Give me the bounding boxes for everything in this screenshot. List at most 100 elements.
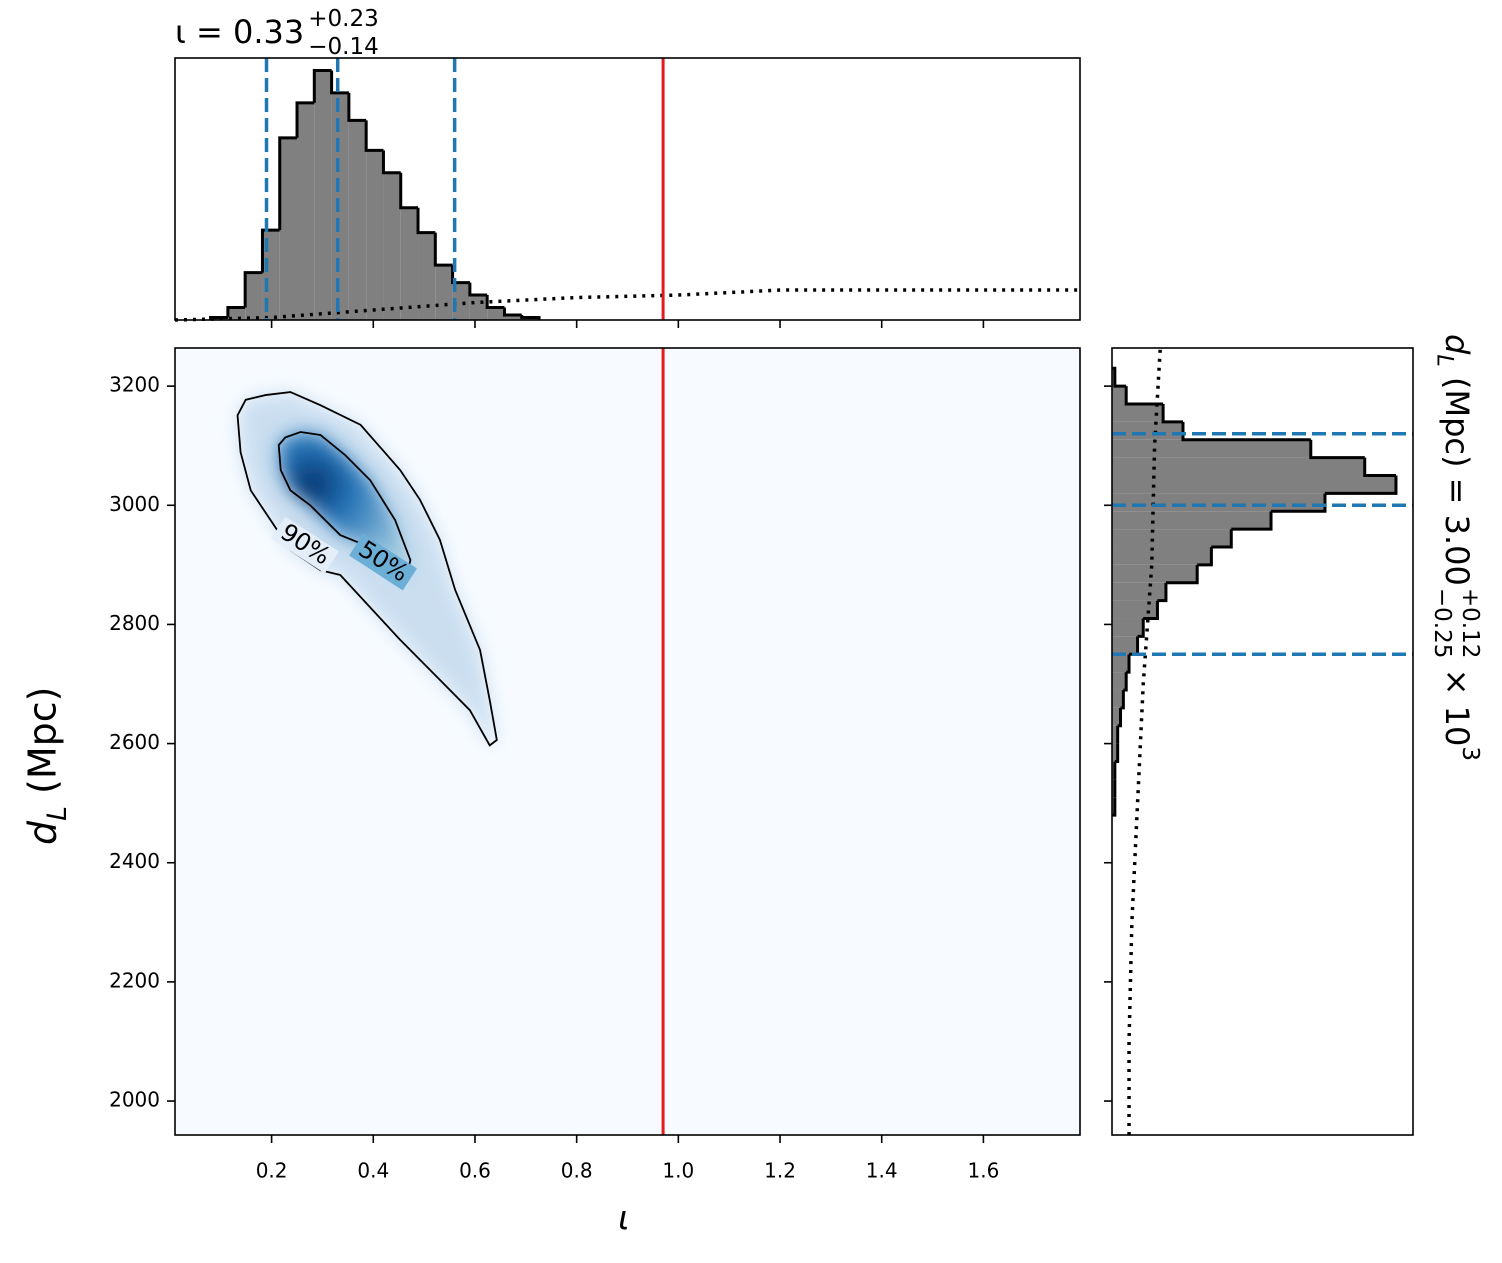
hist-bar bbox=[383, 172, 401, 320]
hist-outline bbox=[1120, 689, 1125, 710]
hist-bar bbox=[279, 137, 298, 320]
y-tick-label: 3200 bbox=[109, 373, 160, 397]
prior-line bbox=[174, 288, 1080, 322]
hist-outline bbox=[1231, 511, 1273, 531]
title-text: ι = 0.33 bbox=[175, 13, 304, 51]
hist-bar bbox=[1112, 421, 1183, 440]
hist-outline bbox=[416, 207, 436, 235]
label-text: (Mpc) = 3.00 bbox=[1438, 367, 1476, 586]
hist-outline bbox=[1112, 797, 1117, 817]
hist-outline bbox=[1117, 707, 1123, 728]
superscript: +0.12 bbox=[1457, 588, 1483, 659]
label-text: 3 bbox=[1457, 746, 1483, 761]
y-tick-label: 3000 bbox=[109, 492, 160, 516]
hist-outline bbox=[330, 70, 349, 95]
axis-label: dL (Mpc) bbox=[21, 687, 73, 845]
label-text: d bbox=[1438, 334, 1476, 355]
y-tick-label: 2400 bbox=[109, 849, 160, 873]
axis-label: ι bbox=[618, 1199, 630, 1239]
hist-bar bbox=[469, 295, 488, 320]
hist-outline bbox=[1157, 582, 1168, 603]
hist-outline bbox=[226, 306, 246, 318]
y-tick-label: 2600 bbox=[109, 730, 160, 754]
y-tick-label: 2000 bbox=[109, 1088, 160, 1112]
hist-outline bbox=[1363, 457, 1396, 477]
x-tick-label: 1.2 bbox=[764, 1159, 796, 1183]
hist-outline bbox=[468, 282, 488, 297]
hist-outline bbox=[1271, 493, 1327, 513]
hist-outline bbox=[1143, 600, 1159, 620]
hist-bar bbox=[1112, 618, 1144, 637]
axes-frame bbox=[174, 347, 1081, 1136]
y-tick-label: 2800 bbox=[109, 611, 160, 635]
hist-outline bbox=[295, 101, 315, 138]
hist-outline bbox=[260, 228, 280, 273]
axes-frame bbox=[174, 57, 1081, 321]
hist-outline bbox=[1124, 386, 1164, 406]
hist-outline bbox=[1181, 421, 1311, 442]
axes-frame bbox=[1111, 347, 1414, 1136]
x-tick-label: 1.4 bbox=[866, 1159, 898, 1183]
hist-outline bbox=[312, 68, 332, 103]
hist-outline bbox=[278, 136, 298, 231]
hist-outline bbox=[433, 232, 453, 267]
hist-outline bbox=[1165, 564, 1199, 585]
hist-outline bbox=[520, 315, 541, 320]
y-tick-label: 2200 bbox=[109, 968, 160, 992]
x-tick-label: 0.2 bbox=[256, 1159, 288, 1183]
hist-bar bbox=[487, 307, 505, 320]
hist-bar bbox=[1112, 546, 1212, 565]
hist-outline bbox=[1161, 404, 1183, 424]
hist-bar bbox=[1112, 386, 1127, 405]
hist-bar bbox=[262, 230, 280, 320]
x-tick-label: 1.6 bbox=[967, 1159, 999, 1183]
x-tick-label: 0.6 bbox=[459, 1159, 491, 1183]
hist-outline bbox=[1126, 654, 1131, 674]
hist-bar bbox=[1112, 600, 1158, 619]
hist-bar bbox=[435, 265, 453, 320]
hist-bar bbox=[418, 232, 436, 320]
hist-outline bbox=[502, 307, 522, 317]
hist-bar bbox=[1112, 439, 1311, 458]
hist-bar bbox=[400, 207, 419, 320]
subscript: −0.25 bbox=[1429, 588, 1455, 659]
hist-outline bbox=[1123, 672, 1128, 692]
hist-bar bbox=[1112, 743, 1118, 762]
hist-bar bbox=[504, 315, 522, 320]
hist-bar bbox=[297, 102, 315, 321]
hist-outline bbox=[347, 92, 367, 122]
hist-outline bbox=[1112, 366, 1127, 388]
hist-bar bbox=[348, 120, 367, 320]
x-tick-label: 0.8 bbox=[561, 1159, 593, 1183]
hist-bar bbox=[1112, 529, 1232, 547]
x-axis-label: ι bbox=[618, 1199, 630, 1239]
x-tick-label: 0.4 bbox=[357, 1159, 389, 1183]
hist-outline bbox=[1211, 529, 1233, 549]
hist-bar bbox=[1112, 582, 1166, 601]
hist-outline bbox=[399, 172, 419, 210]
hist-outline bbox=[364, 120, 384, 152]
hist-outline bbox=[1137, 618, 1145, 638]
hist-bar bbox=[452, 282, 470, 320]
axis-label: ι = 0.33 +0.23−0.14 bbox=[175, 6, 379, 60]
hist-bar bbox=[366, 150, 384, 320]
x-tick-label: 1.0 bbox=[662, 1159, 694, 1183]
axis-label: dL (Mpc) = 3.00+0.12−0.25 × 103 bbox=[1429, 334, 1483, 761]
hist-bar bbox=[1112, 725, 1118, 744]
label-backdrop bbox=[271, 516, 339, 574]
hist-bar bbox=[1112, 457, 1365, 476]
hist-bar bbox=[245, 272, 263, 320]
hist-outline bbox=[1197, 546, 1213, 567]
label-text: d bbox=[21, 820, 65, 845]
hist-outline bbox=[1309, 439, 1365, 460]
hist-bar bbox=[1112, 564, 1198, 583]
contour-line bbox=[277, 431, 412, 583]
hist-bar bbox=[1112, 511, 1272, 530]
label-text: L bbox=[1431, 354, 1457, 366]
hist-bar bbox=[1112, 689, 1124, 708]
hist-outline bbox=[485, 295, 505, 310]
hist-bar bbox=[1112, 707, 1121, 726]
subscript: −0.14 bbox=[308, 34, 379, 60]
hist-outline bbox=[243, 271, 263, 308]
